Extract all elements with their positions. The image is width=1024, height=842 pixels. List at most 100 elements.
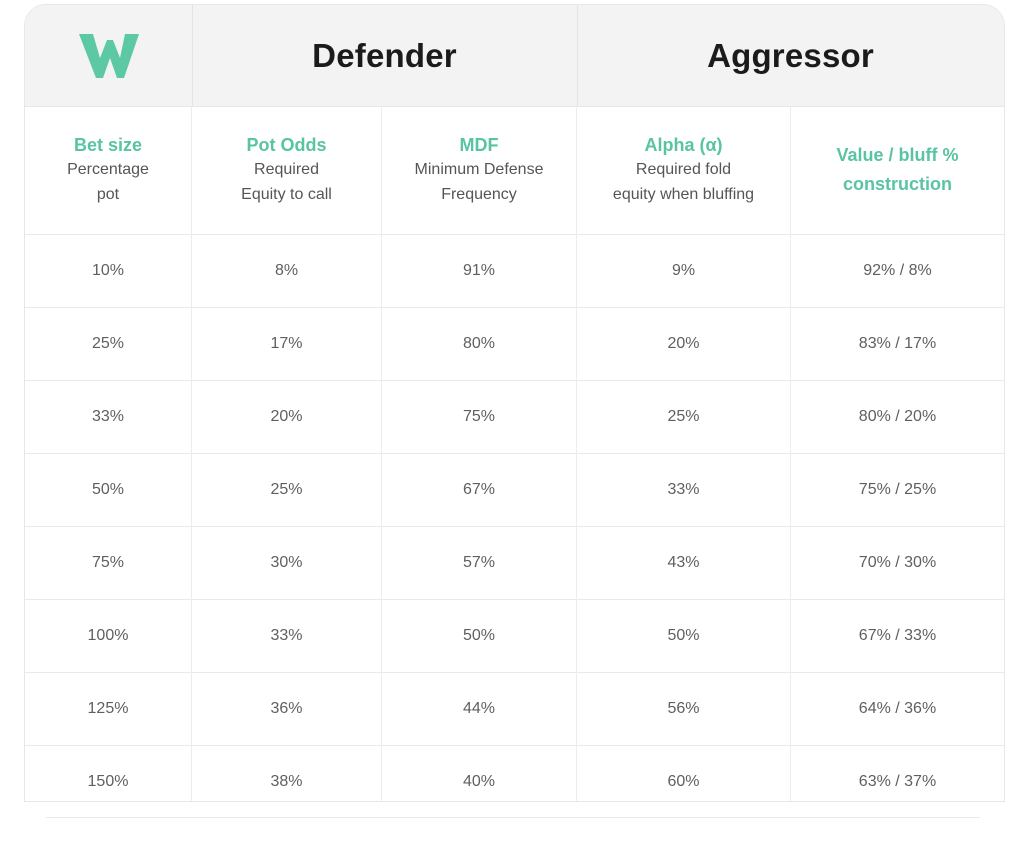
cell-value: 100% [87, 626, 129, 644]
table-cell: 25% [25, 307, 192, 380]
col-title: Bet size [73, 135, 143, 155]
cell-value: 50% [667, 626, 700, 644]
col-title: Value / bluff % [836, 145, 959, 165]
col-title: Alpha (α) [644, 135, 723, 155]
cell-value: 10% [91, 261, 125, 279]
cell-value: 70% / 30% [858, 553, 937, 571]
cell-value: 150% [87, 772, 129, 790]
table-cell: 67% / 33% [791, 599, 1004, 672]
col-subtitle: Equity to call [241, 186, 332, 203]
table-cell: 64% / 36% [791, 672, 1004, 745]
table-cell: 50% [25, 453, 192, 526]
table-cell: 75% / 25% [791, 453, 1004, 526]
col-header-value-bluff: Value / bluff % construction [791, 106, 1004, 234]
table-cell: 20% [577, 307, 791, 380]
cell-value: 67% [462, 480, 496, 498]
col-title: Pot Odds [246, 135, 327, 155]
cell-value: 9% [671, 261, 696, 279]
col-header-bet-size: Bet size Percentage pot [25, 106, 192, 234]
table-cell: 60% [577, 745, 791, 801]
table-header: Defender Aggressor [25, 5, 1004, 107]
table-cell: 43% [577, 526, 791, 599]
cell-value: 25% [270, 480, 303, 498]
table-cell: 38% [192, 745, 382, 801]
table-cell: 8% [192, 234, 382, 307]
col-title: construction [842, 174, 952, 194]
cell-value: 67% / 33% [858, 626, 937, 644]
table-cell: 33% [25, 380, 192, 453]
cell-value: 125% [87, 699, 129, 717]
odds-table: Defender Aggressor Bet size Percentage p… [24, 4, 1005, 802]
cell-value: 60% [667, 772, 700, 790]
column-header-row: Bet size Percentage pot Pot Odds Require… [25, 106, 1004, 235]
cell-value: 80% [462, 334, 496, 352]
table-row: 150% 38% 40% 60% 63% / 37% [25, 745, 1004, 801]
table-cell: 75% [382, 380, 577, 453]
table-cell: 33% [192, 599, 382, 672]
table-cell: 80% [382, 307, 577, 380]
table-cell: 36% [192, 672, 382, 745]
cell-value: 63% / 37% [858, 772, 937, 790]
aggressor-title: Aggressor [707, 36, 874, 74]
table-cell: 83% / 17% [791, 307, 1004, 380]
col-subtitle: Required [254, 161, 319, 178]
table-cell: 125% [25, 672, 192, 745]
table-cell: 17% [192, 307, 382, 380]
table-cell: 25% [577, 380, 791, 453]
cell-value: 33% [667, 480, 700, 498]
col-title: MDF [459, 135, 499, 155]
table-cell: 67% [382, 453, 577, 526]
cell-value: 17% [270, 334, 303, 352]
table-row: 10% 8% 91% 9% 92% / 8% [25, 234, 1004, 308]
cell-value: 20% [667, 334, 700, 352]
cell-value: 64% / 36% [858, 699, 937, 717]
cell-value: 33% [91, 407, 125, 425]
cell-value: 33% [270, 626, 303, 644]
defender-title: Defender [312, 36, 457, 74]
table-cell: 50% [577, 599, 791, 672]
table-cell: 57% [382, 526, 577, 599]
cell-value: 75% / 25% [858, 480, 937, 498]
table-row: 50% 25% 67% 33% 75% / 25% [25, 453, 1004, 527]
col-header-alpha: Alpha (α) Required fold equity when bluf… [577, 106, 791, 234]
cell-value: 38% [270, 772, 303, 790]
table-row: 25% 17% 80% 20% 83% / 17% [25, 307, 1004, 381]
col-subtitle: Minimum Defense [414, 161, 544, 178]
table-cell: 44% [382, 672, 577, 745]
table-cell: 10% [25, 234, 192, 307]
table-cell: 50% [382, 599, 577, 672]
table-row: 33% 20% 75% 25% 80% / 20% [25, 380, 1004, 454]
col-subtitle: equity when bluffing [612, 186, 755, 203]
cell-value: 36% [270, 699, 303, 717]
col-header-mdf: MDF Minimum Defense Frequency [382, 106, 577, 234]
table-row: 100% 33% 50% 50% 67% / 33% [25, 599, 1004, 673]
cell-value: 40% [462, 772, 496, 790]
table-cell: 75% [25, 526, 192, 599]
cell-value: 44% [462, 699, 496, 717]
logo-cell [25, 5, 193, 106]
cell-value: 91% [462, 261, 496, 279]
cell-value: 80% / 20% [858, 407, 937, 425]
table-row: 125% 36% 44% 56% 64% / 36% [25, 672, 1004, 746]
table-cell: 56% [577, 672, 791, 745]
table-cell: 100% [25, 599, 192, 672]
cell-value: 20% [270, 407, 303, 425]
table-cell: 63% / 37% [791, 745, 1004, 801]
defender-group-header: Defender [192, 5, 578, 106]
table-cell: 25% [192, 453, 382, 526]
table-cell: 80% / 20% [791, 380, 1004, 453]
table-cell: 40% [382, 745, 577, 801]
table-cell: 91% [382, 234, 577, 307]
cell-value: 50% [462, 626, 496, 644]
cell-value: 25% [667, 407, 700, 425]
cell-value: 30% [270, 553, 303, 571]
cell-value: 57% [462, 553, 496, 571]
cell-value: 75% [91, 553, 125, 571]
table-row: 75% 30% 57% 43% 70% / 30% [25, 526, 1004, 600]
col-subtitle: pot [96, 186, 120, 203]
table-cell: 30% [192, 526, 382, 599]
cell-value: 8% [274, 261, 299, 279]
cell-value: 43% [667, 553, 700, 571]
cell-value: 56% [667, 699, 700, 717]
table-cell: 70% / 30% [791, 526, 1004, 599]
